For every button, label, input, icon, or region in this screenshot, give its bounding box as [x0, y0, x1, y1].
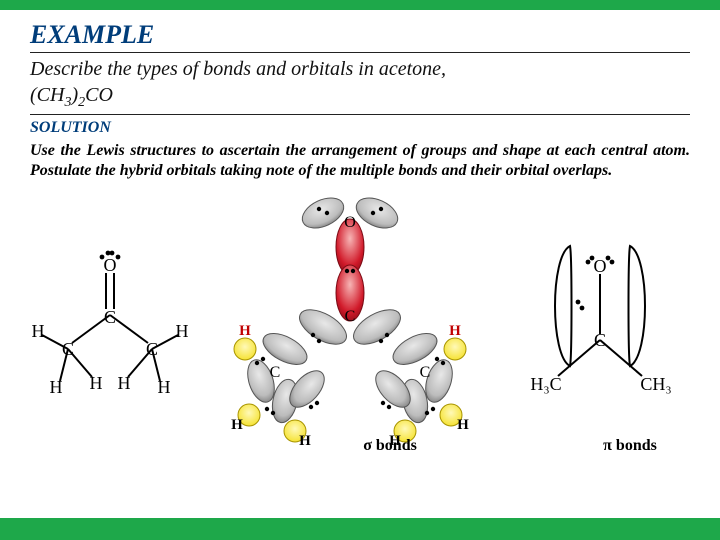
question-formula: (CH3)2CO [30, 83, 690, 112]
sigma-caption: σ bonds [330, 437, 450, 455]
sigma-orbital-diagram: O C C C H H H H H H [215, 191, 485, 451]
lewis-H6: H [118, 373, 131, 393]
formula-part1: (CH [30, 84, 64, 106]
lewis-C-left: C [62, 339, 74, 359]
orb-H5: H [457, 417, 469, 433]
lewis-O: O [104, 255, 117, 275]
diagram-row: O C C C H H H H H H [30, 191, 690, 451]
top-accent-bar [0, 0, 720, 10]
pi-bond-diagram: O C H₃C CH₃ [510, 216, 690, 426]
orb-H4: H [299, 433, 311, 449]
lewis-H2: H [50, 377, 63, 397]
content-area: EXAMPLE Describe the types of bonds and … [0, 10, 720, 451]
question-line: Describe the types of bonds and orbitals… [30, 57, 690, 81]
pi-O: O [594, 256, 607, 276]
lewis-C-center: C [104, 307, 116, 327]
orb-C-left: C [270, 364, 281, 381]
bottom-accent-bar [0, 518, 720, 540]
lewis-C-right: C [146, 339, 158, 359]
lewis-H1: H [32, 321, 45, 341]
orb-H1: H [239, 323, 251, 339]
solution-label: SOLUTION [30, 119, 690, 137]
pi-CH3-right: CH₃ [640, 374, 671, 394]
orb-C-right: C [420, 364, 431, 381]
divider-top [30, 52, 690, 53]
pi-CH3-left: H₃C [530, 374, 561, 394]
lewis-H4: H [176, 321, 189, 341]
orb-O: O [344, 214, 356, 231]
pi-caption: π bonds [580, 437, 680, 455]
example-title: EXAMPLE [30, 20, 690, 50]
formula-end: CO [85, 84, 113, 106]
solution-text: Use the Lewis structures to ascertain th… [30, 141, 690, 181]
pi-C: C [594, 330, 606, 350]
lewis-structure: O C C C H H H H H H [30, 231, 190, 411]
orb-C-center: C [345, 308, 356, 325]
orb-H3: H [231, 417, 243, 433]
orb-H2: H [449, 323, 461, 339]
divider-under-question [30, 114, 690, 115]
lewis-H5: H [158, 377, 171, 397]
lewis-H3: H [90, 373, 103, 393]
